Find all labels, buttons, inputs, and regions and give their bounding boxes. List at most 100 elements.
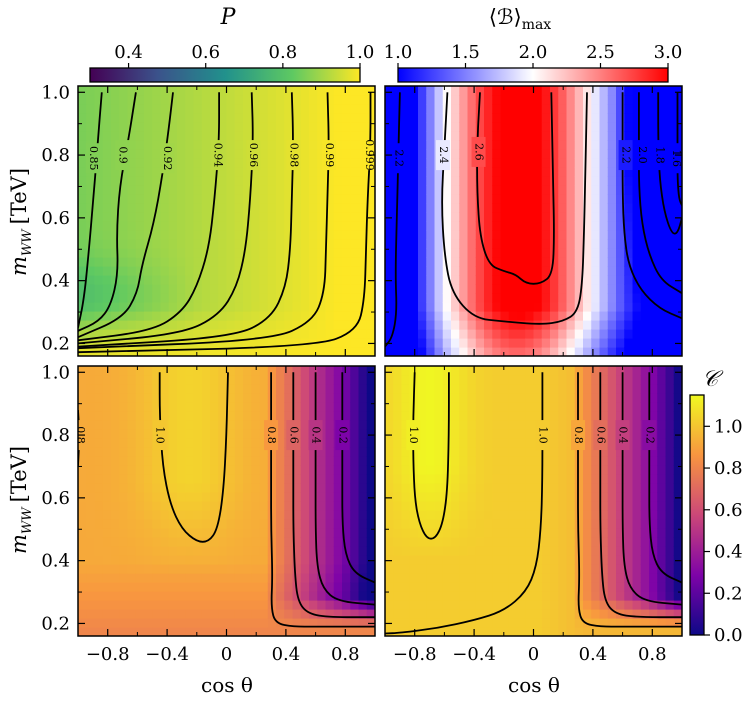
heatmap-cell bbox=[640, 338, 650, 348]
heatmap-cell bbox=[558, 591, 568, 601]
heatmap-cell bbox=[517, 212, 526, 222]
heatmap-cell bbox=[426, 185, 436, 195]
heatmap-cell bbox=[451, 402, 460, 412]
heatmap-cell bbox=[226, 203, 236, 213]
contour-label-bg bbox=[152, 420, 167, 451]
heatmap-cell bbox=[342, 122, 351, 132]
heatmap-cell bbox=[418, 492, 427, 502]
heatmap-cell bbox=[632, 438, 642, 448]
heatmap-cell bbox=[284, 275, 294, 285]
heatmap-cell bbox=[426, 257, 436, 267]
heatmap-cell bbox=[276, 609, 285, 619]
heatmap-cell bbox=[342, 456, 351, 466]
heatmap-cell bbox=[451, 546, 460, 556]
heatmap-cell bbox=[566, 302, 576, 312]
heatmap-cell bbox=[127, 618, 137, 628]
heatmap-cell bbox=[591, 221, 601, 231]
heatmap-cell bbox=[102, 420, 112, 430]
colorbar-tick-label: 0.0 bbox=[714, 625, 743, 646]
heatmap-cell bbox=[78, 609, 87, 619]
heatmap-cell bbox=[152, 221, 162, 231]
heatmap-cell bbox=[276, 618, 285, 628]
heatmap-cell bbox=[111, 375, 120, 385]
contour-line-0.85 bbox=[78, 92, 103, 328]
heatmap-cell bbox=[607, 149, 617, 159]
heatmap-cell bbox=[591, 86, 601, 96]
heatmap-cell bbox=[94, 230, 104, 240]
heatmap-cell bbox=[607, 411, 617, 421]
heatmap-cell bbox=[649, 302, 658, 312]
heatmap-cell bbox=[533, 275, 543, 285]
heatmap-cell bbox=[517, 501, 526, 511]
heatmap-cell bbox=[418, 113, 427, 123]
heatmap-cell bbox=[267, 329, 277, 339]
heatmap-cell bbox=[185, 239, 195, 249]
heatmap-cell bbox=[517, 239, 526, 249]
heatmap-cell bbox=[517, 537, 526, 547]
heatmap-cell bbox=[226, 302, 236, 312]
heatmap-cell bbox=[193, 239, 203, 249]
heatmap-cell bbox=[111, 194, 120, 204]
heatmap-cell bbox=[78, 618, 87, 628]
heatmap-cell bbox=[583, 609, 592, 619]
heatmap-cell bbox=[309, 582, 318, 592]
heatmap-cell bbox=[583, 158, 592, 168]
heatmap-cell bbox=[583, 510, 592, 520]
heatmap-cell bbox=[177, 573, 186, 583]
heatmap-cell bbox=[566, 411, 576, 421]
heatmap-cell bbox=[276, 230, 285, 240]
heatmap-cell bbox=[673, 194, 682, 204]
heatmap-cell bbox=[649, 122, 658, 132]
heatmap-cell bbox=[111, 149, 120, 159]
heatmap-cell bbox=[500, 456, 510, 466]
heatmap-cell bbox=[640, 393, 650, 403]
heatmap-cell bbox=[300, 411, 310, 421]
heatmap-cell bbox=[607, 194, 617, 204]
heatmap-cell bbox=[144, 347, 153, 356]
heatmap-cell bbox=[500, 474, 510, 484]
heatmap-cell bbox=[350, 86, 360, 96]
heatmap-cell bbox=[251, 411, 261, 421]
heatmap-cell bbox=[135, 194, 145, 204]
heatmap-cell bbox=[193, 185, 203, 195]
heatmap-cell bbox=[111, 293, 120, 303]
heatmap-cell bbox=[426, 140, 436, 150]
heatmap-cell bbox=[632, 519, 642, 529]
heatmap-cell bbox=[119, 519, 129, 529]
heatmap-cell bbox=[525, 248, 535, 258]
heatmap-cell bbox=[267, 447, 277, 457]
heatmap-cell bbox=[193, 393, 203, 403]
heatmap-cell bbox=[616, 257, 625, 267]
heatmap-cell bbox=[259, 582, 269, 592]
heatmap-cell bbox=[409, 158, 419, 168]
heatmap-cell bbox=[583, 239, 592, 249]
heatmap-cell bbox=[111, 564, 120, 574]
heatmap-cell bbox=[243, 131, 252, 141]
heatmap-cell bbox=[78, 95, 87, 105]
heatmap-cell bbox=[284, 167, 294, 177]
heatmap-cell bbox=[358, 212, 368, 222]
heatmap-cell bbox=[591, 411, 601, 421]
heatmap-cell bbox=[591, 546, 601, 556]
heatmap-cell bbox=[640, 221, 650, 231]
heatmap-cell bbox=[94, 284, 104, 294]
heatmap-cell bbox=[284, 582, 294, 592]
heatmap-cell bbox=[292, 203, 302, 213]
heatmap-cell bbox=[86, 456, 96, 466]
heatmap-cell bbox=[259, 393, 269, 403]
heatmap-cell bbox=[475, 113, 485, 123]
heatmap-cell bbox=[267, 149, 277, 159]
heatmap-cell bbox=[673, 609, 682, 619]
heatmap-cell bbox=[533, 293, 543, 303]
heatmap-cell bbox=[218, 113, 228, 123]
heatmap-cell bbox=[317, 347, 327, 356]
heatmap-cell bbox=[616, 411, 625, 421]
heatmap-cell bbox=[267, 293, 277, 303]
heatmap-cell bbox=[541, 131, 551, 141]
heatmap-cell bbox=[259, 158, 269, 168]
heatmap-cell bbox=[333, 402, 343, 412]
heatmap-cell bbox=[426, 266, 436, 276]
heatmap-cell bbox=[251, 384, 261, 394]
heatmap-cell bbox=[484, 618, 493, 628]
heatmap-cell bbox=[401, 302, 411, 312]
